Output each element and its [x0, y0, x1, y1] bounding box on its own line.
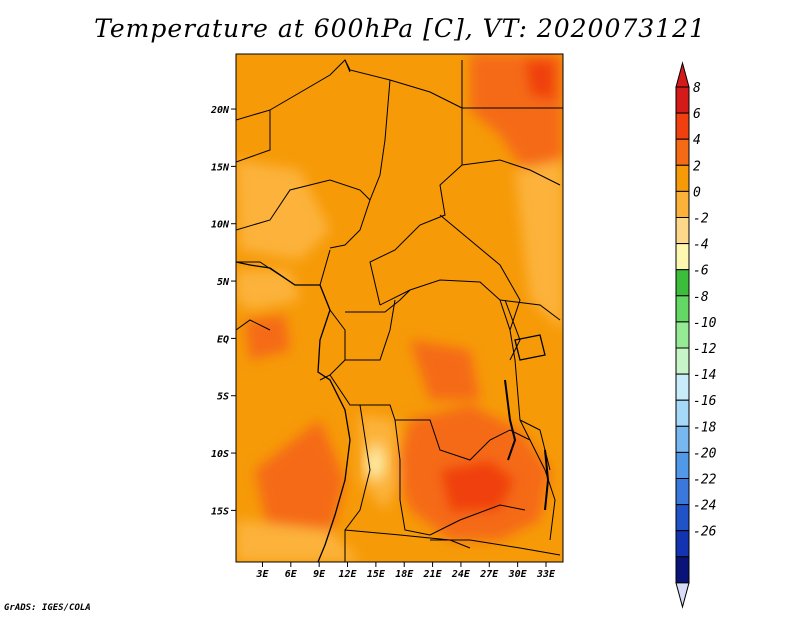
chart-title: Temperature at 600hPa [C], VT: 202007312… — [94, 14, 706, 43]
lake-malawi — [544, 449, 550, 511]
colorbar-swatch — [675, 504, 690, 532]
x-tick-label: 6E — [285, 569, 298, 580]
colorbar-swatch — [675, 530, 690, 558]
colorbar-label: -2 — [693, 212, 709, 227]
colorbar-swatch — [675, 295, 690, 323]
warm-patch-southwest — [255, 420, 345, 540]
colorbar-swatch — [675, 451, 690, 479]
cool-patch-west-sahel — [236, 160, 330, 260]
x-tick-label: 9E — [313, 569, 326, 580]
colorbar-label: -16 — [693, 394, 717, 409]
coolest-patch-angola-core — [370, 455, 380, 473]
colorbar-label: -18 — [693, 420, 717, 435]
x-tick-label: 3E — [255, 569, 269, 580]
colorbar-label: 6 — [693, 107, 701, 122]
colorbar-label: -8 — [693, 290, 709, 305]
colorbar-label: 4 — [693, 133, 701, 148]
colorbar-swatch — [675, 399, 690, 427]
colorbar-swatch — [675, 217, 690, 245]
y-tick-label: 5N — [217, 277, 230, 288]
colorbar-label: -20 — [693, 446, 717, 461]
colorbar-swatch — [675, 478, 690, 506]
x-tick-label: 27E — [479, 569, 499, 580]
colorbar-swatch — [675, 269, 690, 297]
x-tick-label: 15E — [367, 569, 386, 580]
colorbar-label: 8 — [693, 81, 701, 96]
colorbar-swatch — [675, 321, 690, 349]
x-axis: 3E 6E 9E 12E 15E 18E 21E 24E 27E 30E 33E — [255, 562, 556, 580]
colorbar-swatch — [675, 190, 690, 218]
y-tick-label: 15N — [211, 162, 230, 173]
y-axis: 20N 15N 10N 5N EQ 5S 10S 15S — [210, 105, 236, 517]
colorbar-label: -26 — [693, 525, 717, 540]
colorbar-swatch — [675, 425, 690, 453]
colorbar-label: 2 — [693, 159, 701, 174]
warm-patch-central-congo — [410, 340, 480, 400]
colorbar-label: -12 — [693, 342, 717, 357]
y-tick-label: 10S — [211, 449, 229, 460]
colorbar-swatch — [675, 347, 690, 375]
colorbar-over-arrow — [675, 61, 690, 88]
x-tick-label: 12E — [338, 569, 357, 580]
colorbar-label: -22 — [693, 473, 717, 488]
lake-tanganyika — [504, 379, 517, 461]
warm-patch-west-coast — [245, 315, 290, 360]
colorbar-swatch — [675, 373, 690, 401]
y-tick-label: 5S — [217, 392, 229, 403]
colorbar-swatch — [675, 86, 690, 114]
colorbar-swatch — [675, 112, 690, 140]
colorbar-label: -10 — [693, 316, 717, 331]
cool-patch-south-edge — [236, 520, 360, 562]
colorbar-swatch — [675, 164, 690, 192]
map-frame — [235, 53, 564, 563]
colorbar-swatch — [675, 138, 690, 166]
colorbar-label: -4 — [693, 238, 709, 253]
hot-core-northeast — [525, 60, 555, 100]
y-tick-label: EQ — [217, 334, 229, 345]
lake-victoria — [514, 334, 546, 361]
hot-core-zambia — [440, 460, 515, 512]
grads-credit: GrADS: IGES/COLA — [4, 603, 91, 613]
colorbar-label: -24 — [693, 499, 716, 514]
x-tick-label: 33E — [536, 569, 556, 580]
cool-patch-west-africa — [236, 270, 300, 310]
colorbar: 8 6 4 2 0 -2 -4 -6 -8 -10 -12 -14 -16 -18 -20 -22 -24 -26 — [675, 61, 717, 609]
x-tick-label: 24E — [451, 569, 471, 580]
colorbar-under-arrow — [675, 582, 690, 609]
coastline — [236, 261, 351, 562]
x-tick-label: 30E — [508, 569, 528, 580]
colorbar-label: -6 — [693, 264, 709, 279]
y-tick-label: 15S — [211, 506, 229, 517]
colorbar-swatch — [675, 556, 690, 584]
y-tick-label: 20N — [210, 105, 230, 116]
x-tick-label: 21E — [423, 569, 443, 580]
colorbar-swatch — [675, 243, 690, 271]
temperature-field — [236, 54, 563, 562]
x-tick-label: 18E — [395, 569, 414, 580]
colorbar-label: 0 — [693, 185, 701, 200]
cool-patch-east-ethiopia — [515, 160, 563, 330]
y-tick-label: 10N — [211, 220, 230, 231]
colorbar-label: -14 — [693, 368, 716, 383]
